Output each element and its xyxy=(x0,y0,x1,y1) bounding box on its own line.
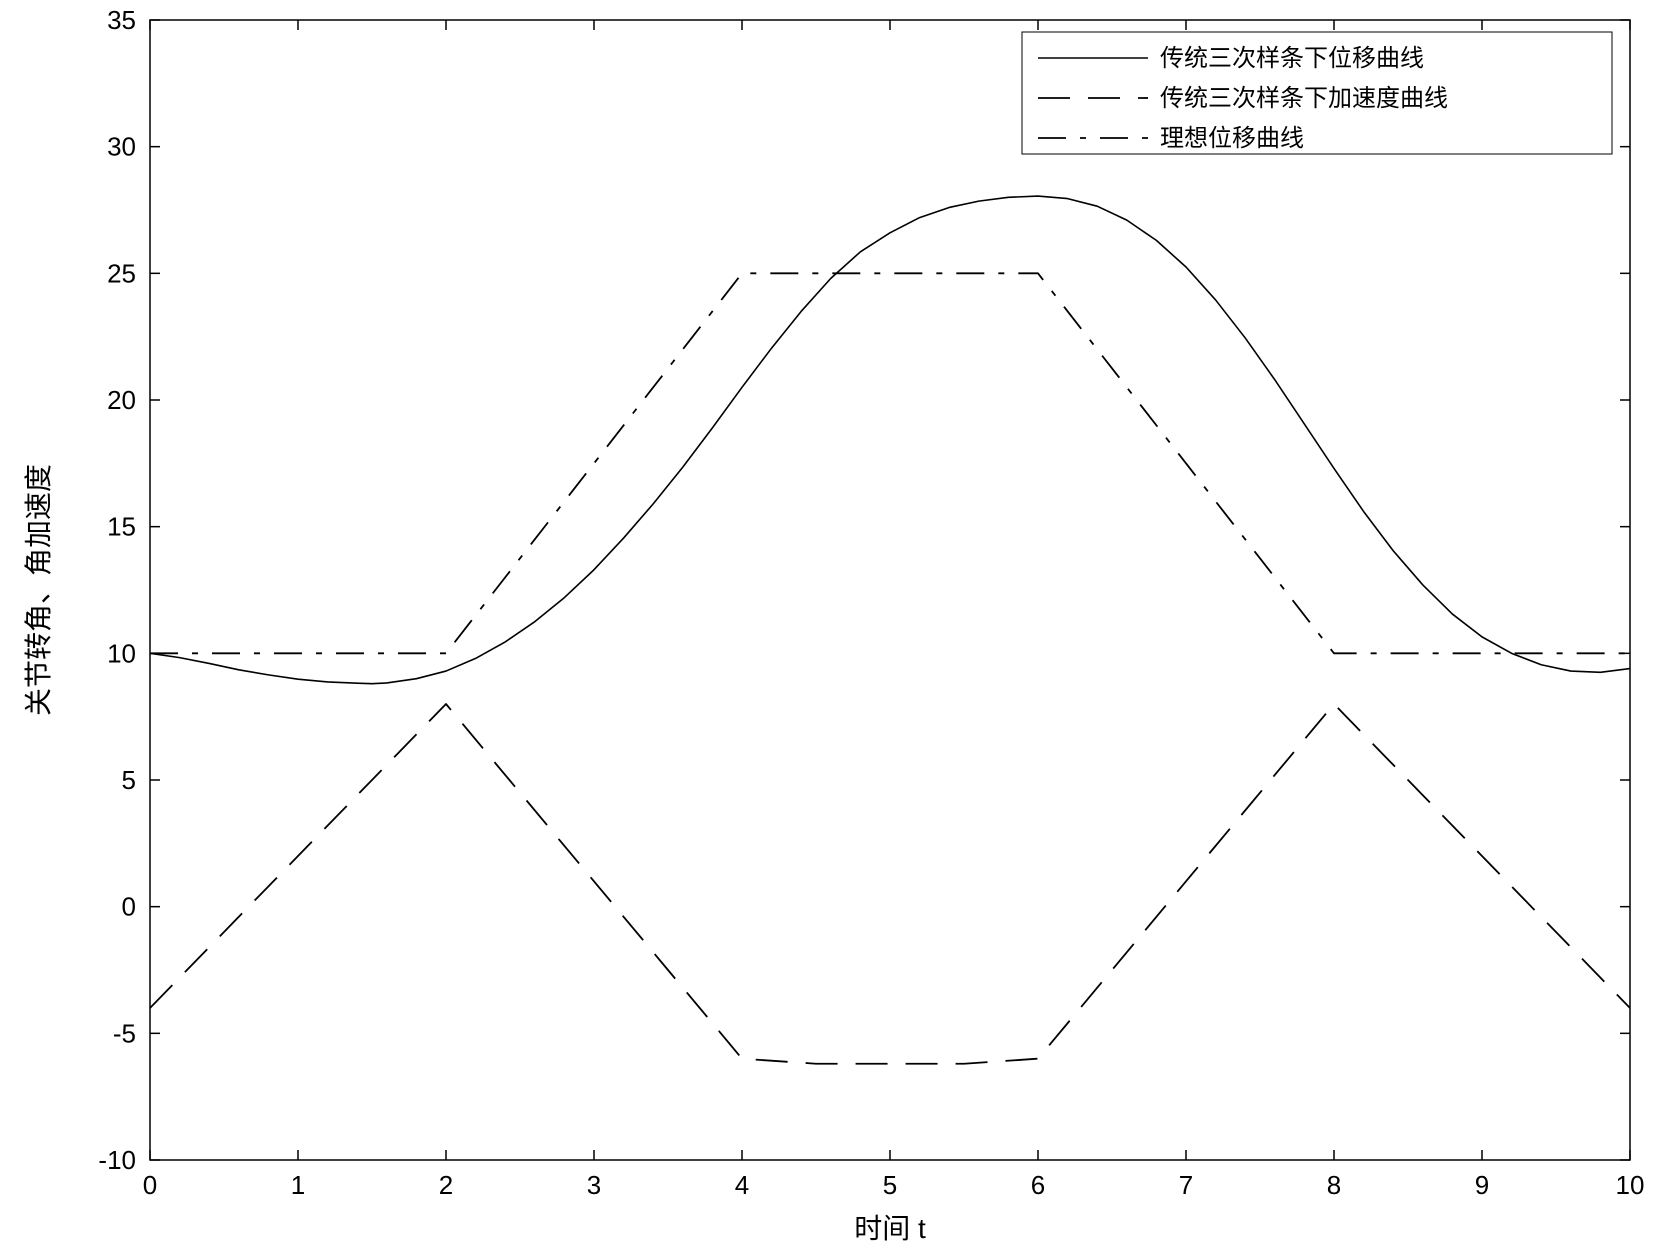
series-accel_spline xyxy=(150,704,1630,1064)
chart-container: 0 1 2 3 4 5 6 7 8 9 10 -10 -5 0 5 10 15 20 25 30 35 时间 t 关节转角、… xyxy=(0,0,1665,1251)
x-tick-label: 4 xyxy=(735,1170,749,1200)
legend-label-ideal_displacement: 理想位移曲线 xyxy=(1160,125,1304,152)
y-tick-label: 20 xyxy=(107,385,136,415)
x-tick-label: 7 xyxy=(1179,1170,1193,1200)
series-group xyxy=(150,196,1630,1064)
y-tick-label: 25 xyxy=(107,258,136,288)
legend-label-accel_spline: 传统三次样条下加速度曲线 xyxy=(1160,85,1448,112)
x-tick-label: 10 xyxy=(1616,1170,1645,1200)
y-tick-label: 35 xyxy=(107,5,136,35)
y-tick-label: 15 xyxy=(107,512,136,542)
x-tick-label: 8 xyxy=(1327,1170,1341,1200)
legend-label-displacement_spline: 传统三次样条下位移曲线 xyxy=(1160,45,1424,72)
chart-svg: 0 1 2 3 4 5 6 7 8 9 10 -10 -5 0 5 10 15 20 25 30 35 时间 t 关节转角、… xyxy=(0,0,1665,1251)
y-tick-label: -10 xyxy=(98,1145,136,1175)
x-tick-label: 5 xyxy=(883,1170,897,1200)
x-axis-title: 时间 t xyxy=(854,1213,926,1244)
x-tick-label: 0 xyxy=(143,1170,157,1200)
y-tick-label: 5 xyxy=(122,765,136,795)
y-tick-label: -5 xyxy=(113,1018,136,1048)
y-tick-label: 10 xyxy=(107,638,136,668)
y-tick-label: 30 xyxy=(107,132,136,162)
y-tick-label: 0 xyxy=(122,892,136,922)
series-ideal_displacement xyxy=(150,273,1630,653)
x-tick-label: 2 xyxy=(439,1170,453,1200)
x-tick-label: 6 xyxy=(1031,1170,1045,1200)
plot-box xyxy=(150,20,1630,1160)
series-displacement_spline xyxy=(150,196,1630,684)
x-tick-label: 1 xyxy=(291,1170,305,1200)
y-axis-title: 关节转角、角加速度 xyxy=(23,464,54,716)
x-tick-label: 9 xyxy=(1475,1170,1489,1200)
x-tick-label: 3 xyxy=(587,1170,601,1200)
